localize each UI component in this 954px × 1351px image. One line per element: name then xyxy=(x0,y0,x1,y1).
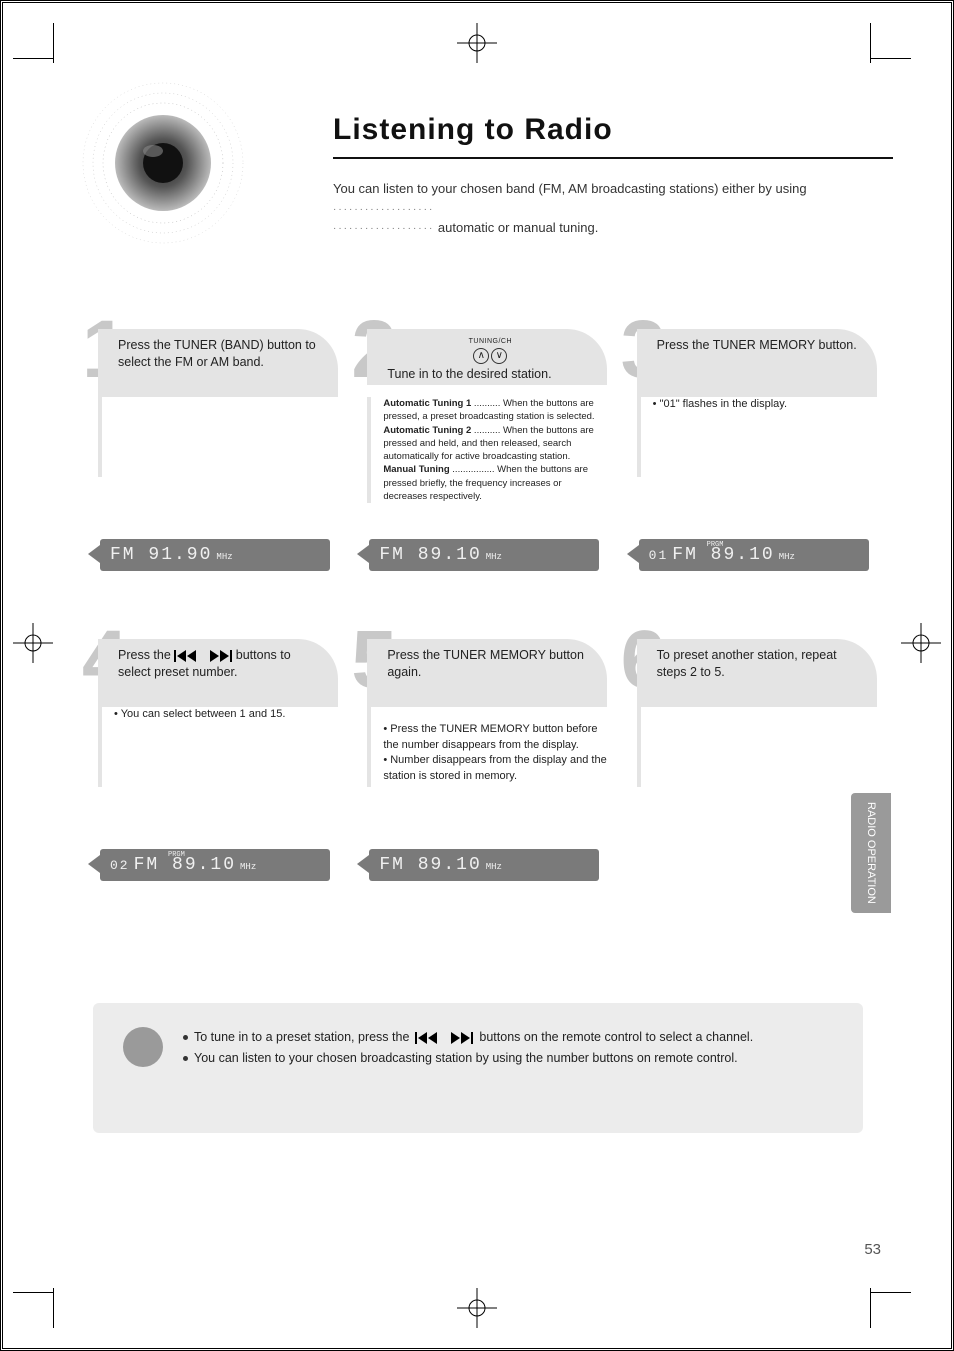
crop-mark xyxy=(871,1292,911,1293)
lcd-text: FM 89.10 xyxy=(379,855,481,875)
step-card: TUNING/CH ∧∨ Tune in to the desired stat… xyxy=(367,329,607,385)
skip-buttons-icon xyxy=(415,1031,473,1045)
title-block: Listening to Radio You can listen to you… xyxy=(333,113,893,238)
registration-mark-icon xyxy=(457,1288,497,1328)
title-rule xyxy=(333,157,893,159)
skip-buttons-icon xyxy=(174,649,232,663)
steps-grid: 1 Press the TUNER (BAND) button to selec… xyxy=(88,323,878,913)
step-card-text: Press the TUNER MEMORY button. xyxy=(657,338,857,352)
prgm-indicator: PRGM xyxy=(707,541,724,549)
subtitle-line2: automatic or manual tuning. xyxy=(438,220,598,235)
crop-mark xyxy=(870,23,871,63)
step-card-text: Tune in to the desired station. xyxy=(387,367,551,381)
note-text: To tune in to a preset station, press th… xyxy=(194,1027,409,1048)
tuning-buttons-icon: ∧∨ xyxy=(473,348,507,364)
note-card: To tune in to a preset station, press th… xyxy=(93,1003,863,1133)
step-body: • You can select between 1 and 15. xyxy=(98,707,338,787)
step-5: 5 Press the TUNER MEMORY button again. •… xyxy=(357,633,608,913)
lcd-text: FM 89.10 xyxy=(672,545,774,565)
lcd-unit: MHz xyxy=(240,862,256,872)
dotted-leader: ··················· xyxy=(333,221,434,236)
note-line: You can listen to your chosen broadcasti… xyxy=(183,1048,833,1069)
lcd-unit: MHz xyxy=(216,552,232,562)
lcd-display: PRGM 01 FM 89.10 MHz xyxy=(639,539,869,571)
note-text: You can listen to your chosen broadcasti… xyxy=(194,1048,738,1069)
lcd-text: FM 89.10 xyxy=(134,855,236,875)
crop-mark xyxy=(13,58,53,59)
lcd-preset: 01 xyxy=(649,548,669,563)
lcd-preset: 02 xyxy=(110,858,130,873)
registration-mark-icon xyxy=(13,623,53,663)
step-body xyxy=(637,707,877,787)
bullet-icon xyxy=(183,1035,188,1040)
step-body xyxy=(98,397,338,477)
crop-mark xyxy=(871,58,911,59)
header: Listening to Radio You can listen to you… xyxy=(73,73,881,263)
step-card-text: Press the TUNER (BAND) button to select … xyxy=(118,338,316,369)
lcd-display: FM 89.10 MHz xyxy=(369,539,599,571)
lcd-display: PRGM 02 FM 89.10 MHz xyxy=(100,849,330,881)
step-body: • "01" flashes in the display. xyxy=(637,397,877,477)
step-body: Automatic Tuning 1 .......... When the b… xyxy=(367,397,607,503)
step-1: 1 Press the TUNER (BAND) button to selec… xyxy=(88,323,339,603)
step-card: Press the TUNER MEMORY button. xyxy=(637,329,877,397)
body-text: • "01" flashes in the display. xyxy=(653,398,787,410)
lcd-text: FM 91.90 xyxy=(110,545,212,565)
crop-mark xyxy=(53,1288,54,1328)
page-root: Listening to Radio You can listen to you… xyxy=(0,0,954,1351)
body-bold: Automatic Tuning 1 xyxy=(383,398,471,409)
bullet-icon xyxy=(183,1056,188,1061)
step-card-prefix: Press the xyxy=(118,648,174,662)
step-body: • Press the TUNER MEMORY button before t… xyxy=(367,707,607,787)
page-number: 53 xyxy=(864,1241,881,1258)
step-3: 3 Press the TUNER MEMORY button. • "01" … xyxy=(627,323,878,603)
crop-mark xyxy=(53,23,54,63)
prgm-indicator: PRGM xyxy=(168,851,185,859)
step-card-text: To preset another station, repeat steps … xyxy=(657,648,837,679)
crop-mark xyxy=(13,1292,53,1293)
registration-mark-icon xyxy=(457,23,497,63)
note-line: To tune in to a preset station, press th… xyxy=(183,1027,833,1048)
tuning-label: TUNING/CH xyxy=(387,337,593,346)
body-text: • Press the TUNER MEMORY button before t… xyxy=(383,723,606,781)
note-bullet-icon xyxy=(123,1027,163,1067)
subtitle: You can listen to your chosen band (FM, … xyxy=(333,179,893,238)
step-card: Press the TUNER MEMORY button again. xyxy=(367,639,607,707)
speaker-illustration-icon xyxy=(73,73,253,253)
body-bold: Automatic Tuning 2 xyxy=(383,425,471,436)
step-6: 6 To preset another station, repeat step… xyxy=(627,633,878,913)
section-tab-label: RADIO OPERATION xyxy=(865,802,877,904)
body-bold: Manual Tuning xyxy=(383,464,449,475)
lcd-unit: MHz xyxy=(779,552,795,562)
step-card: Press the buttons to select preset numbe… xyxy=(98,639,338,707)
step-card-text: Press the TUNER MEMORY button again. xyxy=(387,648,584,679)
lcd-unit: MHz xyxy=(486,862,502,872)
lcd-display: FM 89.10 MHz xyxy=(369,849,599,881)
note-text: buttons on the remote control to select … xyxy=(479,1027,753,1048)
step-card: To preset another station, repeat steps … xyxy=(637,639,877,707)
step-4: 4 Press the buttons to select preset num… xyxy=(88,633,339,913)
lcd-text: FM 89.10 xyxy=(379,545,481,565)
dotted-leader: ··················· xyxy=(333,202,434,217)
page-title: Listening to Radio xyxy=(333,113,893,147)
lcd-unit: MHz xyxy=(486,552,502,562)
lcd-display: FM 91.90 MHz xyxy=(100,539,330,571)
subtitle-line1: You can listen to your chosen band (FM, … xyxy=(333,181,807,196)
step-card: Press the TUNER (BAND) button to select … xyxy=(98,329,338,397)
registration-mark-icon xyxy=(901,623,941,663)
body-text: • You can select between 1 and 15. xyxy=(114,708,285,720)
step-2: 2 TUNING/CH ∧∨ Tune in to the desired st… xyxy=(357,323,608,603)
section-tab: RADIO OPERATION xyxy=(851,793,891,913)
crop-mark xyxy=(870,1288,871,1328)
